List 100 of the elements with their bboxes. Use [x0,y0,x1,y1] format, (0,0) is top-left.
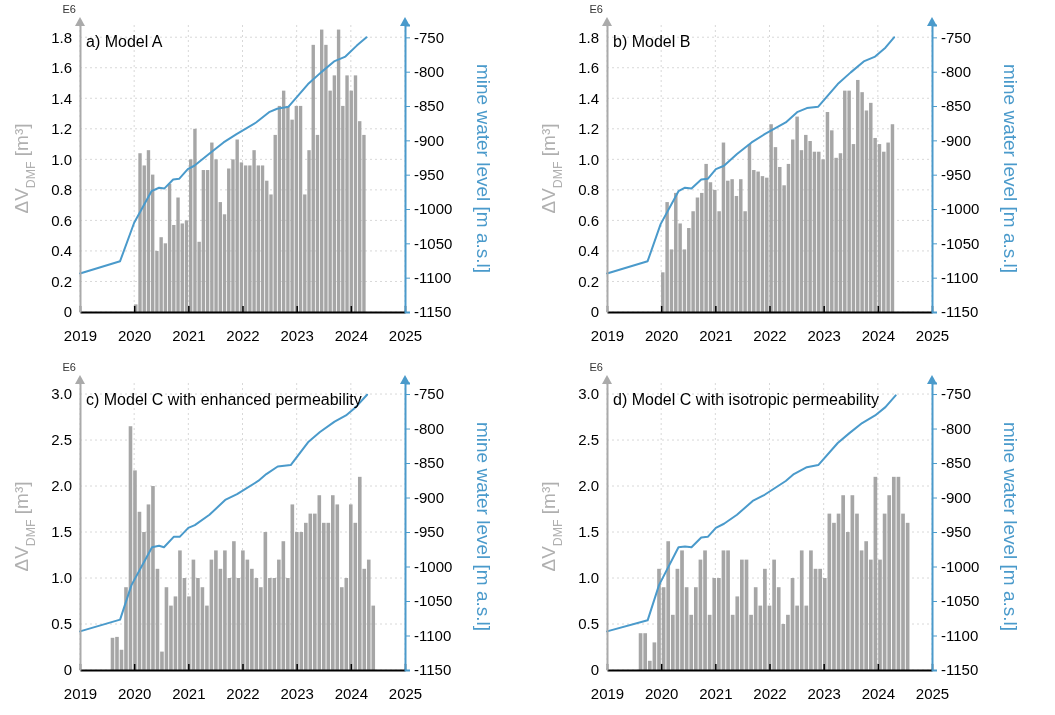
x-tick-label: 2025 [388,684,423,701]
x-tick-label: 2020 [644,326,679,344]
x-tick-label: 2019 [590,684,625,701]
bar [345,75,349,312]
y2-tick-label: -1150 [414,303,452,321]
y-tick-label: 0 [63,303,72,321]
y-tick-label: 0.5 [578,614,599,632]
bar [869,102,873,312]
bar [804,134,808,312]
y2-tick-label: -750 [941,28,972,46]
bar [366,559,371,670]
bar [214,549,218,670]
bar [712,577,717,670]
y2-tick-label: -1000 [414,200,453,218]
bar [138,153,142,312]
x-tick-label: 2021 [172,326,206,344]
line-series [606,393,897,632]
bar [847,90,851,312]
y2-tick-label: -800 [414,62,445,80]
x-tick-label: 2023 [280,326,314,344]
y2-axis-title: mine water level [m a.s.l] [473,421,494,631]
y-tick-label: 1.0 [51,568,72,586]
x-tick-label: 2022 [226,326,260,344]
x-tick-label: 2019 [63,326,98,344]
y2-tick-label: -850 [414,97,445,115]
y2-tick-label: -1100 [941,626,979,644]
y-tick-label: 1.8 [51,28,72,46]
line-series [606,36,896,275]
bar [795,116,799,312]
y2-tick-label: -1050 [414,591,453,609]
x-tick-label: 2019 [63,684,98,701]
y-tick-label: 0.6 [578,211,599,229]
y-tick-label: 1.5 [578,522,599,540]
x-tick-label: 2019 [590,326,625,344]
y-tick-label: 2.5 [51,430,72,448]
y-tick-label: 0.4 [578,242,599,260]
y-tick-label: 1.2 [51,120,72,138]
bar [151,485,155,670]
bar [357,476,362,670]
bar [703,549,707,670]
y2-axis-title: mine water level [m a.s.l] [1000,421,1021,631]
y2-tick-label: -750 [414,384,445,402]
text: E6 [589,3,603,15]
y-tick-label: 0.8 [51,181,72,199]
x-tick-label: 2024 [334,326,369,344]
bar [891,476,896,670]
y2-tick-label: -1150 [941,303,979,321]
y-tick-label: 0 [63,660,72,678]
x-tick-label: 2024 [861,326,896,344]
y2-tick-label: -1000 [941,200,980,218]
x-tick-label: 2020 [117,684,152,701]
y2-tick-label: -1000 [414,557,453,575]
y2-tick-label: -850 [414,453,445,471]
y-tick-label: 1.0 [578,568,599,586]
y2-axis-title: mine water level [m a.s.l] [473,63,494,274]
bar [252,150,256,312]
x-tick-label: 2020 [117,326,152,344]
y-tick-label: 0 [590,303,599,321]
text: b) Model B [613,33,691,50]
bar [223,549,227,670]
y2-axis-title: mine water level [m a.s.l] [1000,63,1021,274]
y-tick-label: 1.4 [51,89,72,107]
text: E6 [62,360,76,373]
y2-tick-label: -1150 [941,660,979,678]
bar [666,540,671,670]
bar [856,79,860,312]
x-tick-label: 2021 [699,684,733,701]
y-tick-label: 0.2 [578,272,599,290]
y2-tick-label: -1150 [414,660,452,678]
y-tick-label: 1.5 [51,522,72,540]
bar [680,549,684,670]
x-tick-label: 2022 [753,326,787,344]
y-tick-label: 2.0 [578,476,599,494]
y2-tick-label: -1000 [941,557,980,575]
bar [159,237,163,312]
bar [176,197,180,312]
bar [739,179,743,312]
y2-tick-label: -850 [941,97,972,115]
x-tick-label: 2025 [915,684,950,701]
y2-tick-label: -800 [941,419,972,437]
y2-tick-label: -950 [941,165,972,183]
y2-tick-label: -1050 [941,234,980,252]
bar [730,179,734,312]
bar [210,142,214,312]
bar [756,171,760,312]
x-tick-label: 2022 [226,684,260,701]
x-tick-label: 2024 [334,684,369,701]
x-tick-label: 2024 [861,684,896,701]
x-tick-label: 2021 [699,326,733,344]
x-tick-label: 2025 [915,326,950,344]
y-tick-label: 1.6 [578,59,599,77]
text: d) Model C with isotropic permeability [613,390,879,408]
x-tick-label: 2025 [388,326,423,344]
x-tick-label: 2023 [807,684,841,701]
y2-tick-label: -900 [414,131,445,149]
y2-tick-label: -750 [941,384,972,402]
y-tick-label: 3.0 [578,384,599,402]
y2-tick-label: -950 [414,165,445,183]
bar [799,549,804,670]
y-tick-label: 2.0 [51,476,72,494]
